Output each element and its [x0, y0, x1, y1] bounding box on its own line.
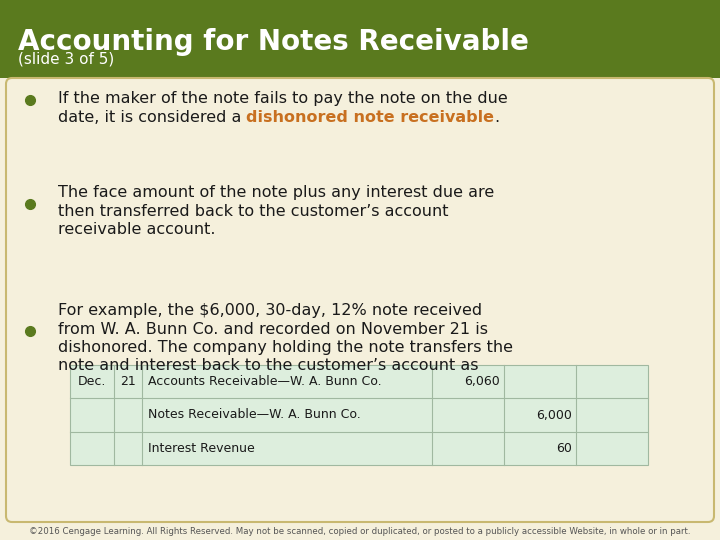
FancyBboxPatch shape — [70, 365, 648, 465]
Text: dishonored. The company holding the note transfers the: dishonored. The company holding the note… — [58, 340, 513, 355]
Text: receivable account.: receivable account. — [58, 222, 215, 237]
Text: The face amount of the note plus any interest due are: The face amount of the note plus any int… — [58, 185, 494, 200]
Text: Dec.: Dec. — [78, 375, 106, 388]
Text: 6,060: 6,060 — [464, 375, 500, 388]
Text: dishonored note receivable: dishonored note receivable — [246, 110, 495, 125]
Text: 21: 21 — [120, 375, 136, 388]
Text: then transferred back to the customer’s account: then transferred back to the customer’s … — [58, 204, 449, 219]
FancyBboxPatch shape — [6, 78, 714, 522]
FancyBboxPatch shape — [0, 0, 720, 78]
Text: Interest Revenue: Interest Revenue — [148, 442, 255, 455]
Text: Notes Receivable—W. A. Bunn Co.: Notes Receivable—W. A. Bunn Co. — [148, 408, 361, 422]
Text: Accounts Receivable—W. A. Bunn Co.: Accounts Receivable—W. A. Bunn Co. — [148, 375, 382, 388]
Text: .: . — [495, 110, 500, 125]
Text: ©2016 Cengage Learning. All Rights Reserved. May not be scanned, copied or dupli: ©2016 Cengage Learning. All Rights Reser… — [30, 526, 690, 536]
Text: note and interest back to the customer’s account as: note and interest back to the customer’s… — [58, 359, 479, 374]
Text: Accounting for Notes Receivable: Accounting for Notes Receivable — [18, 28, 529, 56]
Text: If the maker of the note fails to pay the note on the due: If the maker of the note fails to pay th… — [58, 91, 508, 106]
Text: from W. A. Bunn Co. and recorded on November 21 is: from W. A. Bunn Co. and recorded on Nove… — [58, 321, 488, 336]
Text: date, it is considered a: date, it is considered a — [58, 110, 246, 125]
Text: 60: 60 — [556, 442, 572, 455]
Text: 6,000: 6,000 — [536, 408, 572, 422]
Text: (slide 3 of 5): (slide 3 of 5) — [18, 52, 114, 67]
Text: For example, the $6,000, 30-day, 12% note received: For example, the $6,000, 30-day, 12% not… — [58, 303, 482, 318]
